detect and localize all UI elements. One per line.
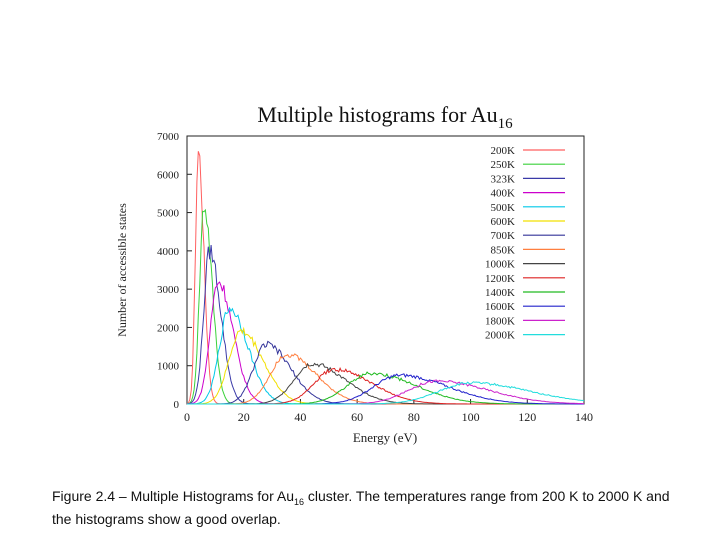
legend-label: 400K (491, 188, 516, 200)
x-tick-label: 120 (518, 410, 536, 424)
legend-label: 500K (491, 202, 516, 214)
x-tick-label: 0 (184, 410, 190, 424)
caption-prefix: Figure 2.4 – Multiple Histograms for Au (52, 488, 294, 504)
y-axis-label: Number of accessible states (115, 203, 129, 337)
series-line-700K (187, 340, 584, 405)
legend-label: 1800K (485, 315, 515, 327)
y-tick-label: 0 (174, 399, 180, 411)
y-tick-label: 6000 (157, 169, 180, 181)
y-tick-label: 1000 (157, 361, 180, 373)
series-line-500K (187, 306, 584, 405)
legend-label: 323K (491, 173, 516, 185)
x-tick-label: 20 (238, 410, 250, 424)
figure-caption: Figure 2.4 – Multiple Histograms for Au1… (52, 488, 672, 528)
legend-label: 1400K (485, 287, 515, 299)
x-tick-label: 80 (408, 410, 420, 424)
x-tick-label: 40 (294, 410, 306, 424)
legend-label: 2000K (485, 330, 515, 342)
x-tick-label: 100 (462, 410, 480, 424)
x-tick-label: 140 (575, 410, 593, 424)
legend-label: 1600K (485, 301, 515, 313)
y-tick-label: 3000 (157, 284, 180, 296)
series-line-600K (187, 326, 584, 405)
legend-label: 250K (491, 159, 516, 171)
legend-label: 600K (491, 216, 516, 228)
series-line-2000K (187, 381, 585, 405)
legend: 200K 250K 323K 400K 500K 600K 700K 850K 1000K 120… (485, 145, 565, 342)
series-line-250K (186, 208, 584, 405)
legend-label: 700K (491, 230, 516, 242)
chart-title-main: Multiple histograms for Au (257, 102, 497, 127)
caption-subscript: 16 (294, 496, 305, 507)
legend-label: 1200K (485, 273, 515, 285)
legend-label: 850K (491, 244, 516, 256)
x-axis-label: Energy (eV) (353, 430, 417, 445)
legend-label: 200K (491, 145, 516, 157)
y-tick-label: 5000 (157, 208, 180, 220)
series-line-323K (186, 244, 584, 405)
chart-title-subscript: 16 (498, 116, 514, 132)
chart-title: Multiple histograms for Au16 (257, 102, 513, 132)
axis-ticks: 0 20 40 60 80 100 120 140 0 1000 2000 3000 4000 5000 6… (157, 131, 593, 424)
y-tick-label: 2000 (157, 322, 180, 334)
series-group (186, 151, 585, 405)
y-tick-label: 4000 (157, 246, 180, 258)
x-tick-label: 60 (351, 410, 363, 424)
plot-frame (186, 135, 585, 405)
y-tick-label: 7000 (157, 131, 180, 143)
legend-label: 1000K (485, 259, 515, 271)
caption-suffix: cluster. The temperatures range from 200… (52, 488, 670, 527)
